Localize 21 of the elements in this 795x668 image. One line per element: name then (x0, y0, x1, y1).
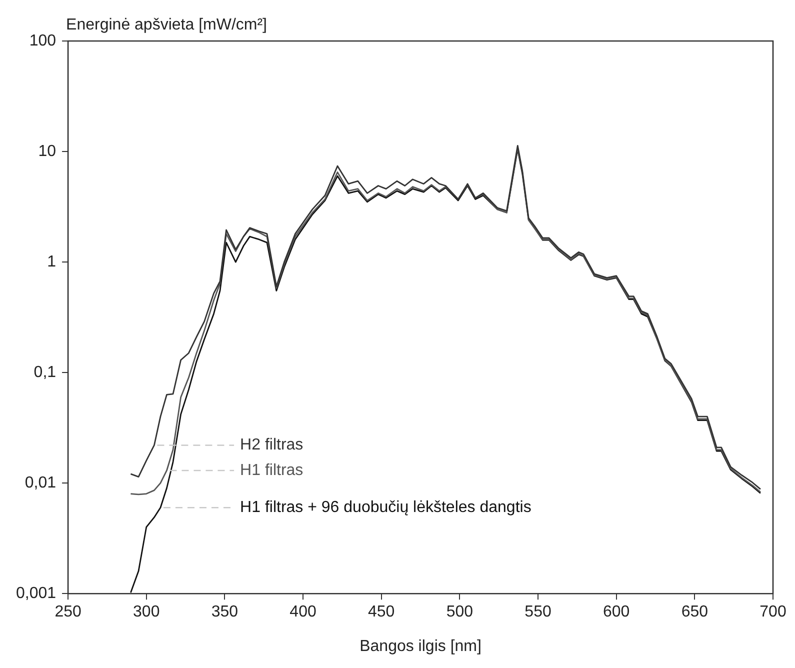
x-tick-label: 450 (368, 604, 395, 621)
x-axis-title: Bangos ilgis [nm] (360, 638, 482, 655)
x-tick-label: 650 (681, 604, 708, 621)
x-tick-label: 500 (446, 604, 474, 621)
x-tick-label: 600 (602, 604, 630, 621)
x-tick-label: 250 (54, 604, 82, 621)
y-tick-label: 1 (47, 253, 56, 270)
x-tick-label: 300 (133, 604, 160, 621)
y-tick-label: 0,01 (24, 474, 56, 492)
y-tick-label: 0,1 (34, 364, 56, 381)
y-tick-label: 10 (38, 142, 56, 160)
x-tick-label: 700 (760, 604, 786, 621)
text: H1 filtras + 96 duobučių lėkšteles dangtis (240, 499, 532, 516)
x-tick-label: 350 (211, 604, 238, 621)
y-axis-title: Energinė apšvieta [mW/cm²] (66, 16, 267, 34)
y-tick-label: 0,001 (16, 585, 56, 602)
text: H1 filtras (240, 462, 304, 479)
text: H2 filtras (240, 436, 304, 454)
y-tick-label: 100 (29, 32, 56, 50)
x-tick-label: 550 (524, 604, 552, 621)
x-tick-label: 400 (290, 604, 316, 621)
